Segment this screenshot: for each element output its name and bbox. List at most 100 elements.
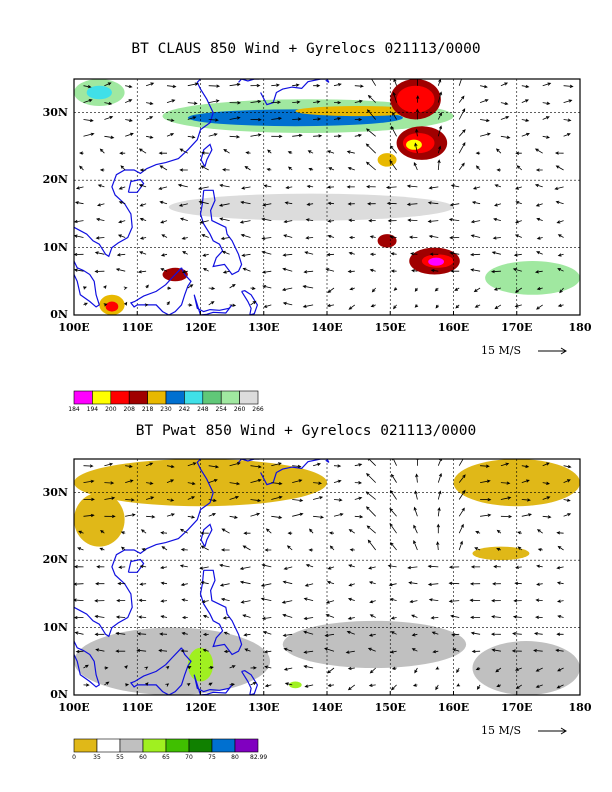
- wind-vector: [79, 151, 84, 155]
- wind-vector: [139, 217, 147, 222]
- wind-vector: [306, 202, 314, 206]
- wind-vector: [427, 564, 439, 569]
- wind-vector: [145, 682, 149, 686]
- wind-vector: [456, 667, 460, 674]
- wind-vector: [75, 649, 84, 654]
- wind-vector: [389, 145, 397, 154]
- wind-vector: [118, 220, 126, 224]
- wind-vector: [327, 566, 335, 570]
- wind-vector: [449, 251, 460, 255]
- panel-title-claus: BT CLAUS 850 Wind + Gyrelocs 021113/0000: [131, 41, 481, 57]
- wind-vector: [284, 201, 293, 205]
- wind-vector: [542, 101, 551, 105]
- wind-vector: [348, 218, 355, 222]
- wind-vector: [521, 132, 530, 137]
- wind-vector: [137, 270, 147, 274]
- wind-vector: [324, 647, 335, 652]
- wind-vector: [458, 489, 466, 500]
- wind-vector: [480, 84, 488, 89]
- wind-vector: [181, 598, 188, 602]
- wind-vector: [94, 599, 105, 603]
- wind-vector: [96, 203, 105, 207]
- wind-vector: [222, 168, 230, 172]
- coastline: [325, 79, 330, 83]
- wind-vector: [500, 116, 510, 120]
- wind-vector: [229, 101, 242, 105]
- wind-vector: [260, 597, 272, 601]
- wind-vector: [239, 220, 251, 224]
- wind-vector: [103, 285, 107, 289]
- wind-vector: [283, 234, 293, 238]
- wind-vector: [491, 251, 501, 255]
- wind-vector: [458, 474, 466, 483]
- wind-vector: [393, 304, 397, 310]
- pwat-shading: [282, 620, 467, 669]
- wind-vector: [406, 184, 418, 188]
- wind-vector: [369, 235, 376, 239]
- wind-vector: [554, 151, 564, 155]
- colorbar-label: 184: [68, 406, 80, 413]
- wind-vector: [165, 665, 170, 670]
- wind-vector: [83, 683, 90, 687]
- wind-vector: [186, 682, 191, 687]
- wind-vector: [313, 481, 323, 485]
- wind-vector: [104, 101, 113, 106]
- wind-vector: [435, 666, 440, 670]
- wind-vector: [160, 565, 168, 570]
- wind-vector: [166, 301, 170, 306]
- wind-vector: [415, 108, 420, 120]
- wind-vector: [469, 582, 481, 586]
- wind-vector: [241, 186, 251, 190]
- wind-vector: [179, 217, 188, 221]
- wind-vector: [500, 462, 510, 467]
- wind-vector: [243, 633, 251, 637]
- wind-vector: [200, 581, 209, 585]
- colorbar-label: 248: [197, 406, 209, 413]
- colorbar-label: 200: [105, 406, 117, 413]
- wind-vector: [390, 650, 397, 654]
- wind-vector: [448, 581, 460, 585]
- wind-vector: [74, 615, 84, 620]
- wind-vector: [327, 234, 335, 239]
- wind-vector: [563, 464, 572, 469]
- wind-vector: [229, 682, 236, 687]
- wind-vector: [414, 667, 418, 674]
- wind-vector: [471, 201, 481, 205]
- wind-vector: [208, 513, 217, 517]
- wind-vector: [368, 633, 376, 637]
- longitude-label: 110E: [121, 321, 153, 334]
- wind-vector: [354, 463, 363, 467]
- wind-vector: [557, 268, 564, 272]
- wind-vector: [160, 268, 168, 272]
- wind-vector: [292, 479, 303, 483]
- wind-vector: [208, 84, 221, 88]
- wind-vector: [500, 135, 511, 139]
- colorbar-label: 55: [116, 754, 124, 761]
- wind-vector: [347, 597, 355, 601]
- wind-vector: [282, 267, 293, 272]
- wind-vector: [95, 582, 105, 586]
- wind-vector: [138, 615, 147, 619]
- wind-vector: [365, 491, 376, 500]
- wind-vector: [475, 530, 481, 535]
- wind-vector: [283, 566, 293, 570]
- wind-vector: [104, 514, 116, 519]
- wind-vector: [104, 115, 114, 120]
- longitude-label: 110E: [121, 701, 153, 714]
- coastline: [199, 189, 243, 276]
- wind-vector: [187, 665, 192, 670]
- wind-vector: [187, 462, 197, 467]
- wind-vector: [472, 186, 481, 190]
- wind-vector: [521, 84, 530, 89]
- wind-vector: [533, 632, 543, 636]
- wind-vector: [414, 287, 419, 292]
- wind-vector: [386, 201, 397, 206]
- wind-vector: [302, 304, 314, 308]
- latitude-label: 0N: [50, 688, 68, 701]
- wind-vector: [347, 167, 355, 171]
- wind-vector: [493, 287, 502, 291]
- wind-vector: [115, 631, 126, 636]
- wind-vector: [451, 632, 460, 637]
- wind-vector: [125, 479, 134, 483]
- colorbar-label: 242: [178, 406, 191, 413]
